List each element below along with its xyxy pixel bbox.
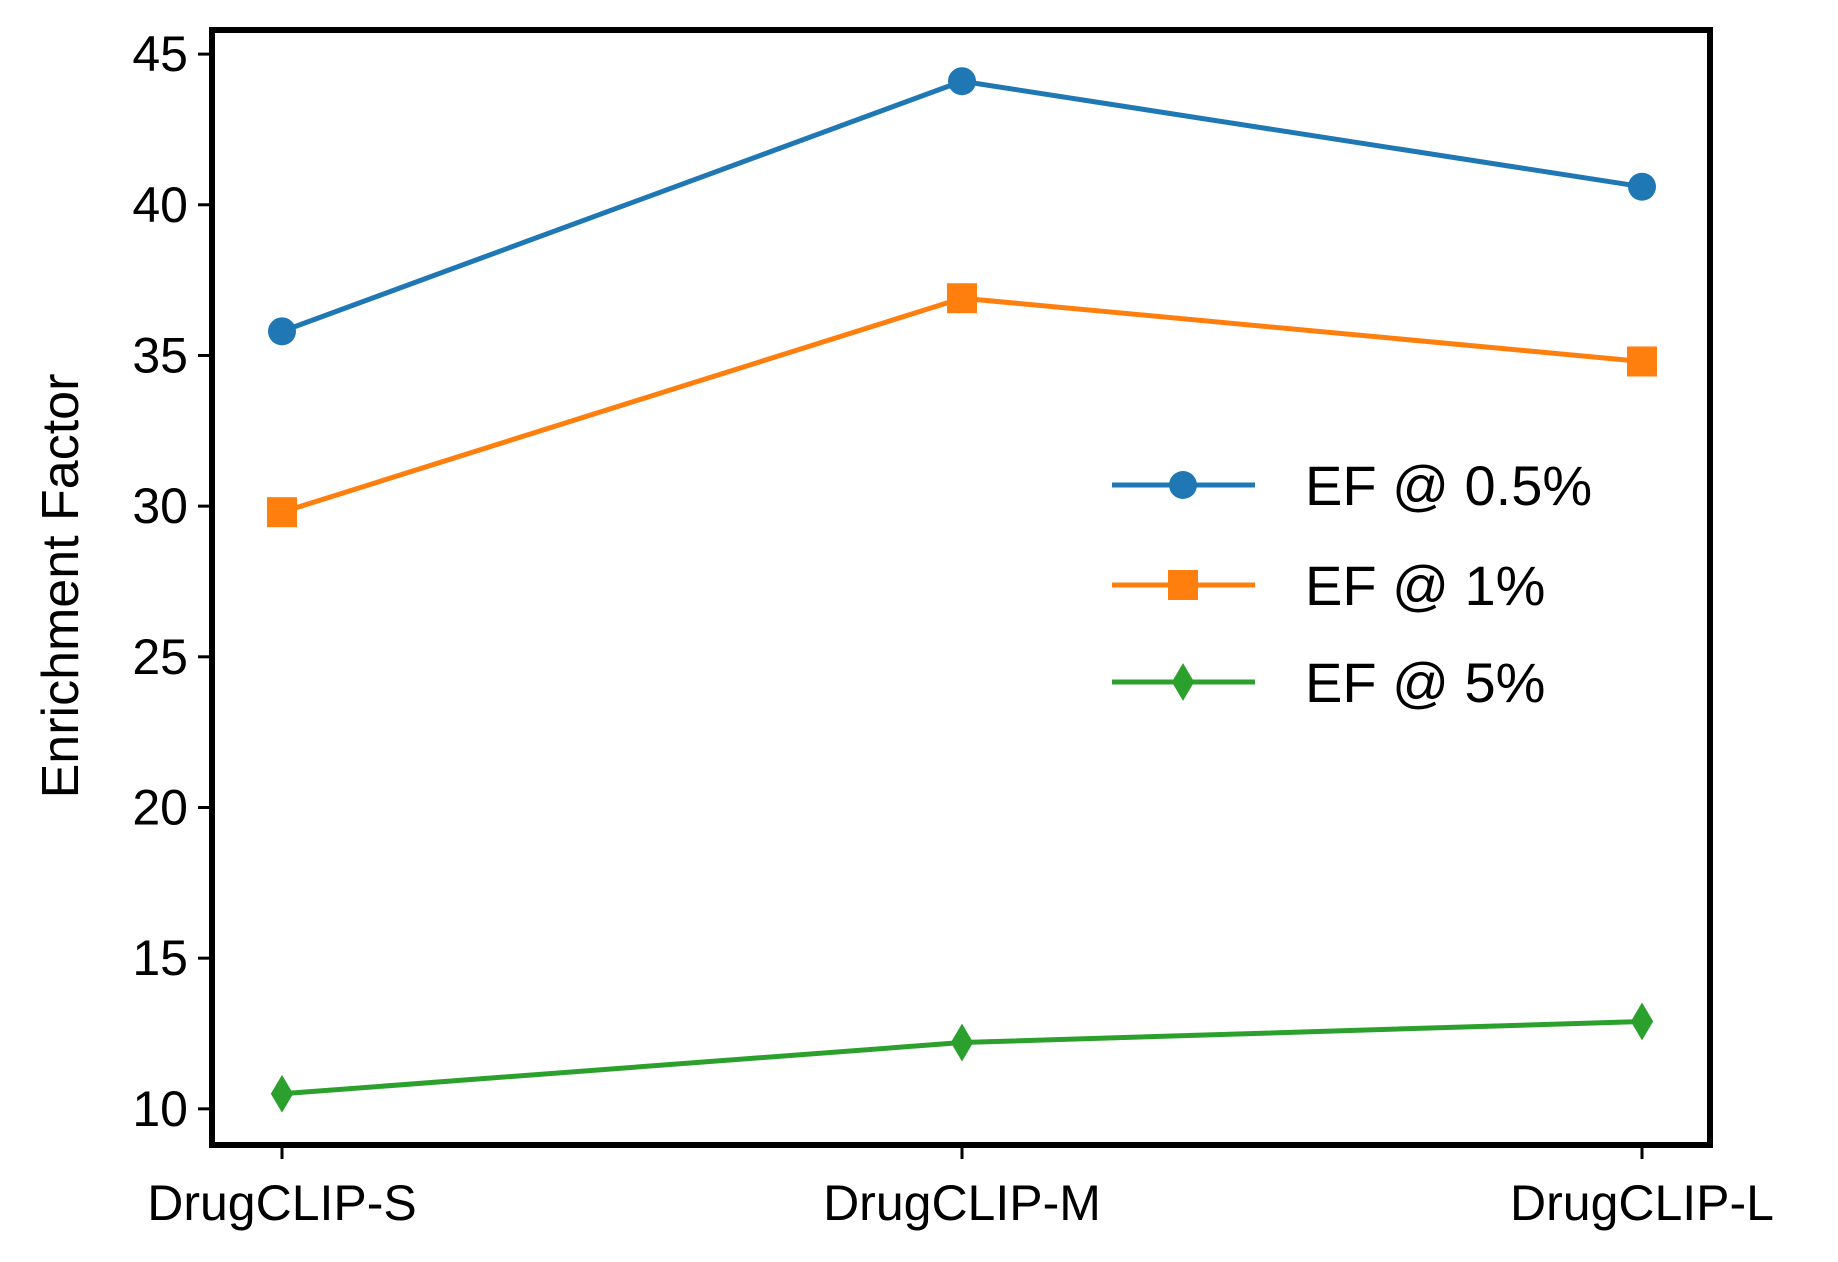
x-tick-label: DrugCLIP-M bbox=[823, 1175, 1101, 1231]
axes: 10 15 20 25 30 35 40 45 DrugCLIP-S DrugCLIP-M Drug… bbox=[132, 26, 1774, 1231]
data-point bbox=[947, 283, 977, 314]
data-point bbox=[1627, 346, 1657, 377]
data-point bbox=[268, 317, 296, 346]
y-tick-label: 20 bbox=[132, 779, 188, 835]
data-point bbox=[270, 1074, 294, 1113]
y-tick-label: 30 bbox=[132, 478, 188, 534]
series-3 bbox=[270, 1002, 1654, 1113]
data-point bbox=[1630, 1002, 1654, 1041]
legend-label: EF @ 1% bbox=[1305, 554, 1545, 617]
y-axis-label: Enrichment Factor bbox=[32, 374, 90, 799]
series-1 bbox=[268, 67, 1656, 346]
plot-area bbox=[267, 67, 1657, 1113]
legend-marker bbox=[1169, 471, 1197, 499]
legend-marker bbox=[1168, 570, 1198, 600]
legend-label: EF @ 0.5% bbox=[1305, 454, 1592, 517]
legend-item: EF @ 1% bbox=[1112, 554, 1545, 617]
data-point bbox=[950, 1023, 974, 1062]
x-tick-label: DrugCLIP-L bbox=[1510, 1175, 1774, 1231]
y-tick-label: 45 bbox=[132, 26, 188, 82]
legend-marker bbox=[1171, 663, 1195, 701]
data-point bbox=[267, 497, 297, 528]
legend-label: EF @ 5% bbox=[1305, 651, 1545, 714]
y-tick-label: 10 bbox=[132, 1081, 188, 1137]
y-tick-label: 25 bbox=[132, 629, 188, 685]
series-2 bbox=[267, 283, 1657, 528]
y-tick-label: 40 bbox=[132, 177, 188, 233]
data-point bbox=[948, 67, 976, 96]
legend-item: EF @ 0.5% bbox=[1112, 454, 1592, 517]
legend-item: EF @ 5% bbox=[1112, 651, 1545, 714]
x-tick-label: DrugCLIP-S bbox=[147, 1175, 417, 1231]
legend: EF @ 0.5% EF @ 1% EF @ 5% bbox=[1112, 454, 1592, 714]
y-tick-label: 15 bbox=[132, 930, 188, 986]
y-tick-label: 35 bbox=[132, 327, 188, 383]
data-point bbox=[1628, 172, 1656, 201]
